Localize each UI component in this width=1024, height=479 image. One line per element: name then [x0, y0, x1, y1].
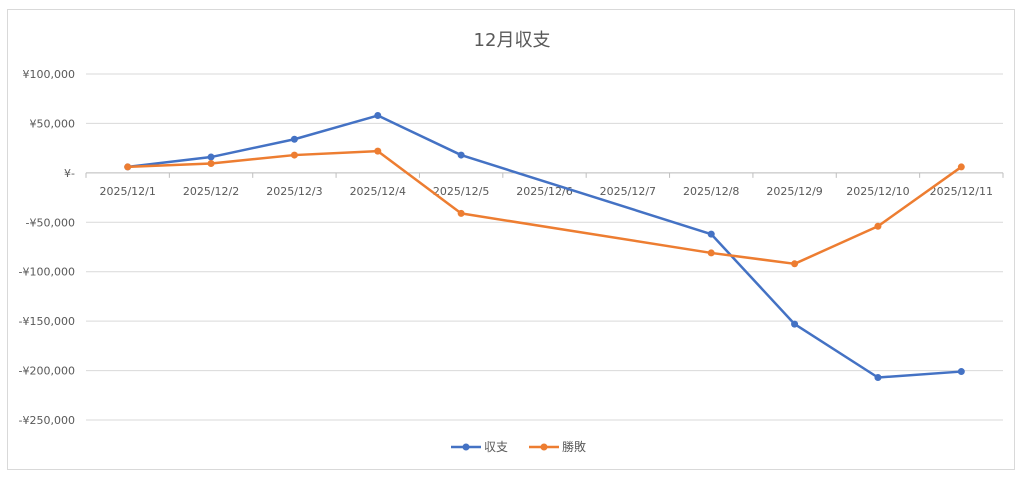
x-tick-label: 2025/12/10 — [846, 185, 909, 198]
y-tick-label: -¥50,000 — [26, 216, 75, 229]
series-line-2 — [126, 149, 963, 266]
y-axis: ¥100,000 ¥50,000 ¥- -¥50,000 -¥100,000 -¥150,… — [19, 68, 75, 427]
y-tick-label: ¥50,000 — [30, 117, 76, 130]
x-tick-label: 2025/12/5 — [433, 185, 489, 198]
series-line-1 — [126, 114, 963, 379]
data-point — [374, 112, 382, 120]
series-group — [124, 112, 965, 381]
legend-marker-2 — [540, 443, 548, 451]
legend: 収支 勝敗 — [451, 439, 586, 454]
y-tick-label: -¥100,000 — [19, 266, 75, 279]
x-tick-label: 2025/12/11 — [930, 185, 993, 198]
y-tick-label: -¥200,000 — [19, 365, 75, 378]
x-tick-label: 2025/12/6 — [516, 185, 572, 198]
x-tick-label: 2025/12/8 — [683, 185, 739, 198]
gridlines — [86, 73, 1003, 421]
legend-label-2: 勝敗 — [562, 439, 586, 454]
data-point — [207, 159, 215, 167]
y-tick-label: -¥250,000 — [19, 414, 75, 427]
x-tick-label: 2025/12/1 — [99, 185, 155, 198]
legend-marker-1 — [462, 443, 470, 451]
data-point — [707, 230, 715, 238]
data-point — [290, 135, 298, 143]
legend-label-1: 収支 — [484, 440, 508, 454]
x-tick-label: 2025/12/3 — [266, 185, 322, 198]
data-point — [707, 249, 715, 257]
data-point — [124, 163, 132, 171]
x-axis: 2025/12/1 2025/12/2 2025/12/3 2025/12/4 2025… — [85, 172, 1004, 198]
data-point — [457, 151, 465, 159]
data-point — [791, 260, 799, 268]
data-point — [207, 153, 215, 161]
data-point — [791, 320, 799, 328]
y-tick-label: ¥- — [64, 167, 75, 180]
x-tick-label: 2025/12/7 — [600, 185, 656, 198]
data-point — [874, 222, 882, 230]
chart-title: 12月収支 — [474, 30, 551, 51]
data-point — [457, 209, 465, 217]
x-tick-label: 2025/12/9 — [766, 185, 822, 198]
data-point — [374, 147, 382, 155]
y-tick-label: -¥150,000 — [19, 315, 75, 328]
x-tick-label: 2025/12/4 — [350, 185, 406, 198]
data-point — [957, 163, 965, 171]
x-tick-label: 2025/12/2 — [183, 185, 239, 198]
data-point — [957, 368, 965, 376]
y-tick-label: ¥100,000 — [23, 68, 76, 81]
data-point — [874, 373, 882, 381]
data-point — [290, 151, 298, 159]
